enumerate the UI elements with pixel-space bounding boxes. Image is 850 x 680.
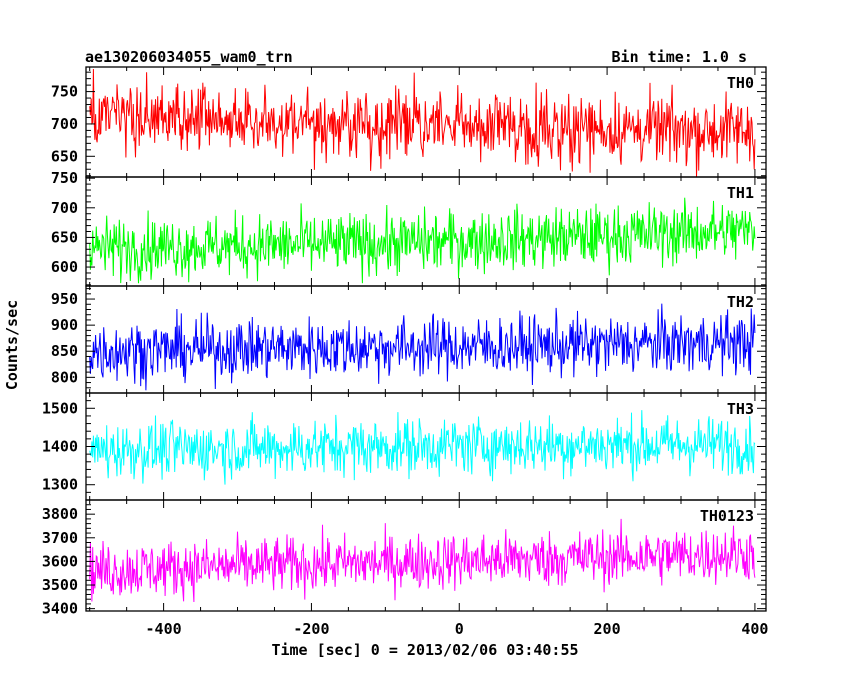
y-tick-label: 3700 [42, 529, 78, 547]
y-tick-label: 700 [51, 115, 78, 133]
series-line-th2 [89, 303, 756, 391]
y-tick-label: 1300 [42, 476, 78, 494]
x-tick-label: -400 [146, 620, 182, 638]
panel-frame [85, 499, 767, 612]
panel-th0: 650 700 750 TH0 [51, 66, 767, 178]
panel-th3: 1300 1400 1500 TH3 [42, 392, 767, 501]
series-line-th1 [89, 197, 756, 284]
panel-label-th1: TH1 [727, 184, 754, 202]
y-tick-label: 3500 [42, 576, 78, 594]
panels-group: 650 700 750 TH0 600 650 700 750 TH1 800 850 900 950 T… [42, 66, 768, 638]
y-tick-label: 800 [51, 368, 78, 386]
series-line-th3 [89, 410, 756, 485]
panel-th2: 800 850 900 950 TH2 [51, 285, 767, 394]
y-tick-label: 650 [51, 147, 78, 165]
y-axis-label: Counts/sec [3, 300, 21, 390]
x-tick-label: -200 [293, 620, 329, 638]
y-tick-label: 3600 [42, 552, 78, 570]
y-tick-label: 1400 [42, 438, 78, 456]
y-tick-label: 850 [51, 342, 78, 360]
y-tick-label: 750 [51, 169, 78, 187]
y-tick-label: 750 [51, 83, 78, 101]
series-line-th0123 [89, 518, 756, 603]
series-line-th0 [89, 68, 756, 177]
bin-time-label: Bin time: 1.0 s [612, 48, 747, 66]
y-tick-label: 650 [51, 228, 78, 246]
y-tick-label: 900 [51, 316, 78, 334]
panel-label-th0123: TH0123 [700, 507, 754, 525]
y-tick-label: 1500 [42, 399, 78, 417]
panel-label-th3: TH3 [727, 400, 754, 418]
y-tick-label: 700 [51, 199, 78, 217]
y-tick-label: 950 [51, 290, 78, 308]
y-tick-label: 3400 [42, 600, 78, 618]
x-tick-label: 400 [741, 620, 768, 638]
panel-th1: 600 650 700 750 TH1 [51, 169, 767, 287]
y-tick-label: 600 [51, 258, 78, 276]
panel-label-th0: TH0 [727, 74, 754, 92]
y-tick-label: 3800 [42, 505, 78, 523]
panel-th0123: 3400 3500 3600 3700 3800 TH0123 [42, 499, 767, 618]
x-axis-label: Time [sec] 0 = 2013/02/06 03:40:55 [271, 641, 578, 659]
x-tick-label: 0 [455, 620, 464, 638]
x-tick-label: 200 [594, 620, 621, 638]
chart-title: ae130206034055_wam0_trn [85, 48, 293, 66]
panel-label-th2: TH2 [727, 293, 754, 311]
